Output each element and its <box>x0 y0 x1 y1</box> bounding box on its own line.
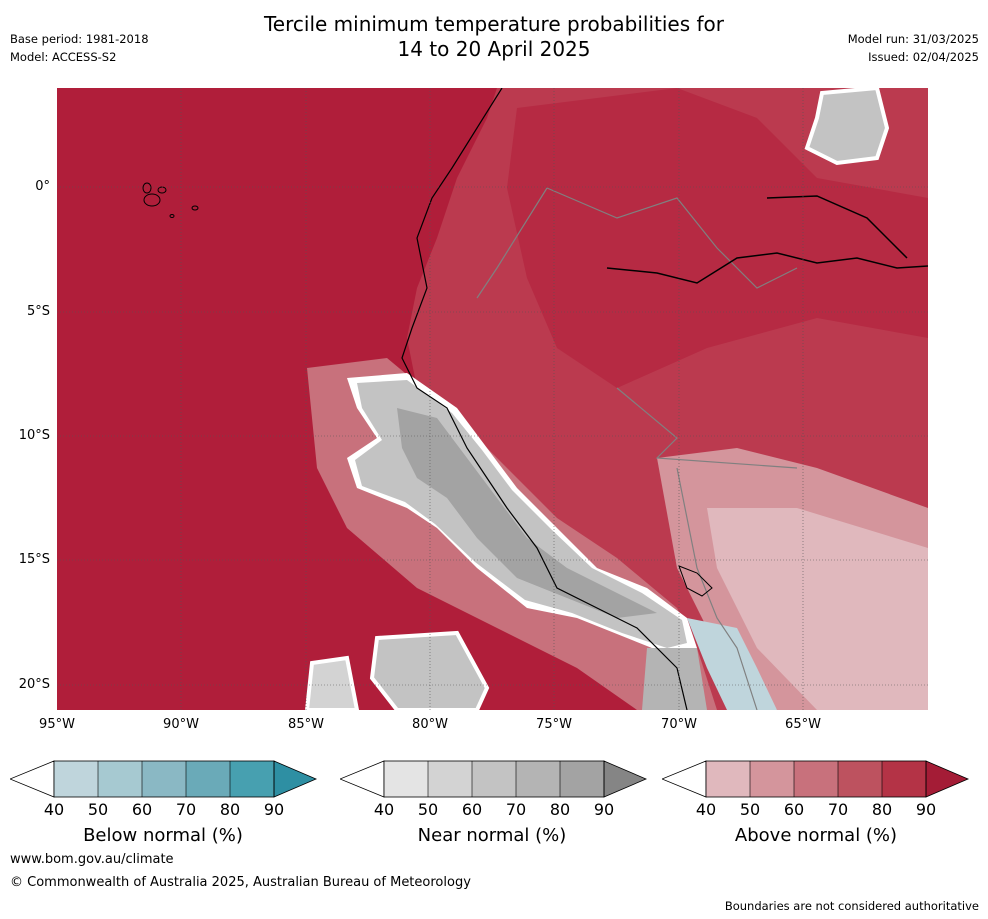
near-normal-northeast <box>804 88 890 166</box>
near-tick-70: 70 <box>505 800 527 819</box>
lon-label-70w: 70°W <box>661 717 697 732</box>
colorbar-below <box>8 760 318 802</box>
colorbar-above-title: Above normal (%) <box>734 825 898 846</box>
above-tick-70: 70 <box>827 800 849 819</box>
near-tick-40: 40 <box>373 800 395 819</box>
above-tick-60: 60 <box>783 800 805 819</box>
land-above-40 <box>707 508 928 710</box>
issued-date: Issued: 02/04/2025 <box>868 50 979 64</box>
below-tick-50: 50 <box>87 800 109 819</box>
chart-title: Tercile minimum temperature probabilitie… <box>0 12 988 62</box>
near-normal-south-2 <box>369 630 490 710</box>
galapagos-islands <box>142 182 199 218</box>
near-tick-90: 90 <box>593 800 615 819</box>
meta-left: Base period: 1981-2018 Model: ACCESS-S2 <box>10 30 149 66</box>
below-tick-70: 70 <box>175 800 197 819</box>
colorbar-above <box>660 760 970 802</box>
near-normal-south-1 <box>304 655 360 710</box>
colorbar-above-svg <box>660 760 970 798</box>
colorbar-near <box>338 760 648 802</box>
colorbar-below-title: Below normal (%) <box>83 825 243 846</box>
above-tick-90: 90 <box>915 800 937 819</box>
base-period: Base period: 1981-2018 <box>10 32 149 46</box>
colorbar-near-title: Near normal (%) <box>417 825 567 846</box>
colorbar-below-svg <box>8 760 318 798</box>
above-tick-80: 80 <box>871 800 893 819</box>
lon-label-90w: 90°W <box>163 717 199 732</box>
lon-label-80w: 80°W <box>412 717 448 732</box>
below-tick-60: 60 <box>131 800 153 819</box>
lat-label-20s: 20°S <box>18 677 50 692</box>
boundaries-note: Boundaries are not considered authoritat… <box>724 899 979 913</box>
coastline <box>401 88 688 710</box>
near-tick-80: 80 <box>549 800 571 819</box>
above-tick-40: 40 <box>695 800 717 819</box>
amazon-river <box>606 195 928 284</box>
lat-label-15s: 15°S <box>18 552 50 567</box>
below-tick-80: 80 <box>219 800 241 819</box>
lat-label-10s: 10°S <box>18 428 50 443</box>
lon-label-75w: 75°W <box>536 717 572 732</box>
near-tick-50: 50 <box>417 800 439 819</box>
map-svg <box>57 88 928 710</box>
lon-label-95w: 95°W <box>39 717 75 732</box>
website-link[interactable]: www.bom.gov.au/climate <box>10 852 174 867</box>
meta-right: Model run: 31/03/2025 Issued: 02/04/2025 <box>848 30 979 66</box>
model-name: Model: ACCESS-S2 <box>10 50 117 64</box>
probability-map[interactable] <box>57 88 928 710</box>
below-normal-patch <box>687 618 777 710</box>
title-line-1: Tercile minimum temperature probabilitie… <box>263 12 725 36</box>
lat-label-5s: 5°S <box>26 304 50 319</box>
above-tick-50: 50 <box>739 800 761 819</box>
lat-label-0: 0° <box>35 179 50 194</box>
title-line-2: 14 to 20 April 2025 <box>397 37 591 61</box>
near-tick-60: 60 <box>461 800 483 819</box>
copyright-text: © Commonwealth of Australia 2025, Austra… <box>10 875 471 890</box>
lon-label-85w: 85°W <box>288 717 324 732</box>
country-borders <box>476 187 798 710</box>
below-tick-90: 90 <box>263 800 285 819</box>
near-normal-80 <box>397 408 657 618</box>
model-run: Model run: 31/03/2025 <box>847 32 979 46</box>
lon-label-65w: 65°W <box>785 717 821 732</box>
lake-titicaca <box>678 565 713 597</box>
below-tick-40: 40 <box>43 800 65 819</box>
near-normal-south-3 <box>642 648 707 710</box>
colorbar-near-svg <box>338 760 648 798</box>
land-above-80 <box>507 88 928 388</box>
map-gridlines <box>57 88 928 710</box>
